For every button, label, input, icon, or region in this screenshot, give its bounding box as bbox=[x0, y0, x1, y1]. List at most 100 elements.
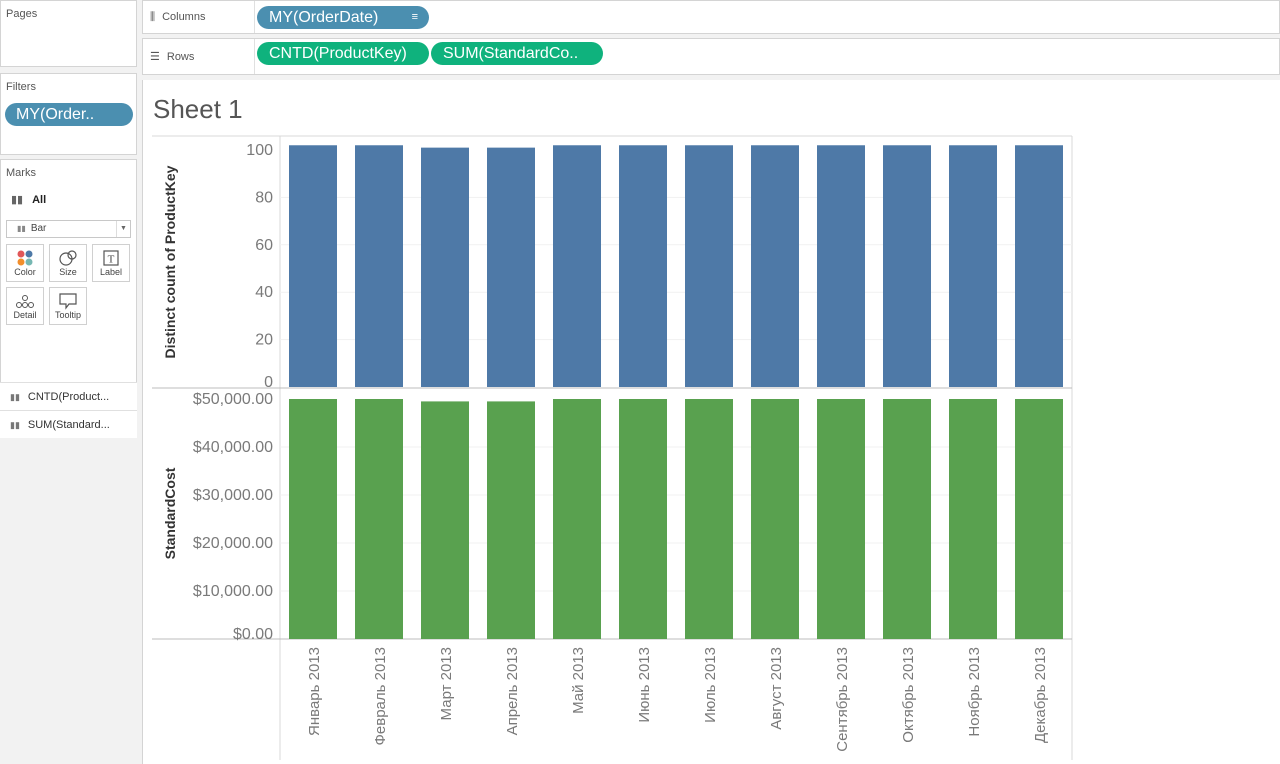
y-tick-label: $30,000.00 bbox=[193, 487, 273, 504]
size-icon bbox=[50, 245, 86, 267]
rows-icon: ☰ bbox=[150, 51, 160, 63]
columns-label-text: Columns bbox=[162, 11, 206, 23]
x-tick-label: Февраль 2013 bbox=[372, 647, 389, 746]
marks-field-cntd-label: CNTD(Product... bbox=[27, 391, 110, 403]
detail-label: Detail bbox=[13, 310, 37, 320]
filters-title: Filters bbox=[6, 81, 36, 93]
bar bbox=[883, 145, 931, 387]
detail-icon bbox=[7, 288, 43, 310]
bar bbox=[355, 145, 403, 387]
pages-card[interactable]: Pages bbox=[0, 0, 137, 67]
x-tick-label: Июль 2013 bbox=[702, 647, 719, 723]
rows-pill-cntd-label: CNTD(ProductKey) bbox=[269, 45, 407, 62]
bar bbox=[619, 399, 667, 639]
rows-pill-cntd-productkey[interactable]: CNTD(ProductKey) bbox=[257, 42, 429, 65]
tooltip-icon bbox=[50, 288, 86, 310]
left-panel: Pages Filters MY(Order.. Marks ▮▮ All ▮▮ B… bbox=[0, 0, 137, 764]
y-axis-title: StandardCost bbox=[162, 467, 178, 559]
rows-shelf-label: ☰ Rows bbox=[143, 39, 255, 74]
rows-label-text: Rows bbox=[166, 50, 195, 63]
bar bbox=[553, 399, 601, 639]
bar bbox=[949, 145, 997, 387]
marks-field-sum[interactable]: ▮▮ SUM(Standard... bbox=[0, 410, 137, 438]
columns-shelf[interactable]: ⫼ Columns MY(OrderDate) ≡ bbox=[142, 0, 1280, 34]
filters-card[interactable]: Filters MY(Order.. bbox=[0, 73, 137, 155]
label-icon: T bbox=[93, 245, 129, 267]
x-tick-label: Январь 2013 bbox=[306, 647, 323, 736]
bar bbox=[487, 401, 535, 639]
y-tick-label: 0 bbox=[264, 374, 273, 391]
marks-all-row[interactable]: ▮▮ All bbox=[11, 193, 46, 206]
x-tick-label: Апрель 2013 bbox=[504, 647, 521, 735]
tooltip-button[interactable]: Tooltip bbox=[49, 287, 87, 325]
x-tick-label: Май 2013 bbox=[570, 647, 587, 714]
chevron-down-icon[interactable]: ▼ bbox=[116, 221, 130, 237]
x-tick-label: Август 2013 bbox=[768, 647, 785, 730]
bar bbox=[685, 145, 733, 387]
x-tick-label: Декабрь 2013 bbox=[1032, 647, 1049, 743]
bar bbox=[487, 147, 535, 387]
y-tick-label: 100 bbox=[246, 142, 273, 159]
bar bbox=[289, 145, 337, 387]
columns-shelf-label: ⫼ Columns bbox=[143, 1, 255, 33]
x-tick-label: Ноябрь 2013 bbox=[966, 647, 983, 737]
x-tick-label: Сентябрь 2013 bbox=[834, 647, 851, 752]
color-button[interactable]: Color bbox=[6, 244, 44, 282]
y-tick-label: 40 bbox=[255, 284, 273, 301]
filter-pill-label: MY(Order.. bbox=[16, 106, 95, 123]
bar bbox=[289, 399, 337, 639]
y-axis-title: Distinct count of ProductKey bbox=[162, 165, 178, 358]
marks-field-sum-label: SUM(Standard... bbox=[27, 419, 110, 431]
rows-pill-sum-label: SUM(StandardCo.. bbox=[443, 45, 579, 62]
bar bbox=[619, 145, 667, 387]
bar bbox=[817, 145, 865, 387]
bar-chart-icon: ▮▮ bbox=[10, 420, 20, 430]
y-tick-label: 80 bbox=[255, 189, 273, 206]
svg-text:T: T bbox=[108, 254, 115, 266]
size-label: Size bbox=[59, 267, 77, 277]
bar bbox=[1015, 399, 1063, 639]
color-icon bbox=[7, 245, 43, 267]
marks-field-cntd[interactable]: ▮▮ CNTD(Product... bbox=[0, 382, 137, 410]
filter-pill-order-date[interactable]: MY(Order.. bbox=[5, 103, 133, 126]
y-tick-label: 60 bbox=[255, 237, 273, 254]
y-tick-label: $10,000.00 bbox=[193, 583, 273, 600]
label-button[interactable]: T Label bbox=[92, 244, 130, 282]
label-label: Label bbox=[99, 267, 123, 277]
bar bbox=[685, 399, 733, 639]
bar-chart-icon: ▮▮ bbox=[11, 194, 24, 206]
bar bbox=[883, 399, 931, 639]
marks-all-label: All bbox=[32, 194, 47, 206]
bar bbox=[1015, 145, 1063, 387]
bar bbox=[553, 145, 601, 387]
rows-pill-sum-standardcost[interactable]: SUM(StandardCo.. bbox=[431, 42, 603, 65]
tooltip-label: Tooltip bbox=[54, 310, 81, 320]
x-tick-label: Март 2013 bbox=[438, 647, 455, 720]
bar bbox=[421, 147, 469, 387]
sheet-title: Sheet 1 bbox=[153, 94, 243, 124]
bar-chart-icon: ▮▮ bbox=[10, 392, 20, 402]
bar bbox=[949, 399, 997, 639]
bar bbox=[355, 399, 403, 639]
bar bbox=[751, 399, 799, 639]
bar-chart-icon: ▮▮ bbox=[17, 224, 26, 233]
columns-pill-label: MY(OrderDate) bbox=[269, 9, 379, 26]
chart: 100 80 60 40 20 0 Distinct count of ProductKey… bbox=[152, 135, 1073, 760]
pages-title: Pages bbox=[6, 8, 38, 20]
y-tick-label: $40,000.00 bbox=[193, 439, 273, 456]
bar bbox=[751, 145, 799, 387]
size-button[interactable]: Size bbox=[49, 244, 87, 282]
marks-title: Marks bbox=[6, 167, 36, 179]
sort-icon: ≡ bbox=[411, 11, 418, 23]
y-tick-label: 20 bbox=[255, 332, 273, 349]
bar bbox=[817, 399, 865, 639]
y-tick-label: $0.00 bbox=[233, 626, 273, 643]
mark-type-dropdown[interactable]: ▮▮ Bar ▼ bbox=[6, 220, 131, 238]
y-tick-label: $50,000.00 bbox=[193, 391, 273, 408]
color-label: Color bbox=[14, 267, 36, 277]
x-tick-label: Октябрь 2013 bbox=[900, 647, 917, 743]
worksheet: Sheet 1 100 80 60 40 20 0 Distinct count of Pr… bbox=[142, 80, 1280, 764]
columns-pill-order-date[interactable]: MY(OrderDate) ≡ bbox=[257, 6, 429, 29]
rows-shelf[interactable]: ☰ Rows CNTD(ProductKey) SUM(StandardCo.. bbox=[142, 38, 1280, 75]
detail-button[interactable]: Detail bbox=[6, 287, 44, 325]
